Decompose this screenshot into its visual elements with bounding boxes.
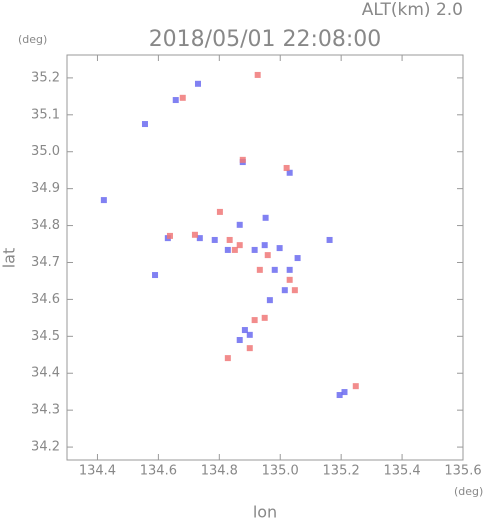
echo-point (224, 246, 231, 253)
echo-point (179, 94, 186, 101)
subtitle: ALT(km) 2.0 (362, 0, 463, 20)
echo-point (166, 232, 173, 239)
echo-point (326, 236, 333, 243)
echo-point (254, 71, 261, 78)
chart-title: 2018/05/01 22:08:00 (149, 27, 382, 52)
echo-point (246, 345, 253, 352)
echo-point (256, 266, 263, 273)
echo-point (264, 252, 271, 259)
echo-point (239, 156, 246, 163)
echo-point (216, 208, 223, 215)
echo-point (224, 355, 231, 362)
echo-point (276, 245, 283, 252)
y-tick-label: 34.8 (31, 218, 60, 233)
echo-point (266, 297, 273, 304)
x-tick-label: 135.0 (262, 464, 299, 479)
echo-point (191, 231, 198, 238)
y-tick-label: 35.0 (31, 144, 60, 159)
echo-point (241, 327, 248, 334)
echo-point (291, 287, 298, 294)
echo-point (286, 169, 293, 176)
echo-point (294, 255, 301, 262)
echo-point (261, 242, 268, 249)
x-tick-label: 135.4 (383, 464, 420, 479)
echo-point (262, 214, 269, 221)
y-tick-label: 34.9 (31, 181, 60, 196)
y-tick-label: 34.7 (31, 255, 60, 270)
echo-point (251, 317, 258, 324)
echo-point (236, 337, 243, 344)
echo-point (281, 287, 288, 294)
echo-point (286, 276, 293, 283)
echo-point (236, 242, 243, 249)
y-tick-label: 35.1 (31, 107, 60, 122)
plot-frame (66, 54, 464, 461)
echo-point (194, 80, 201, 87)
echo-point (352, 383, 359, 390)
echo-point (100, 197, 107, 204)
x-tick-label: 135.6 (444, 464, 481, 479)
y-tick-label: 34.5 (31, 329, 60, 344)
y-tick-label: 34.3 (31, 403, 60, 418)
echo-point (141, 121, 148, 128)
x-tick-label: 134.6 (140, 464, 177, 479)
echo-point (336, 392, 343, 399)
x-unit: (deg) (454, 485, 483, 498)
echo-point (196, 235, 203, 242)
y-tick-label: 35.2 (31, 70, 60, 85)
x-tick-label: 134.8 (201, 464, 238, 479)
y-axis-label: lat (0, 248, 19, 269)
y-tick-label: 34.6 (31, 292, 60, 307)
echo-point (246, 331, 253, 338)
echo-point (236, 221, 243, 228)
x-tick-label: 134.4 (79, 464, 116, 479)
y-tick-label: 34.4 (31, 366, 60, 381)
echo-point (211, 236, 218, 243)
x-axis-label: lon (253, 503, 277, 521)
y-tick-label: 34.2 (31, 440, 60, 455)
y-unit: (deg) (18, 33, 47, 46)
echo-point (251, 246, 258, 253)
echo-point (261, 314, 268, 321)
echo-point (172, 97, 179, 104)
echo-point (286, 266, 293, 273)
echo-point (231, 246, 238, 253)
echo-point (283, 164, 290, 171)
echo-point (152, 272, 159, 279)
x-tick-label: 135.2 (323, 464, 360, 479)
echo-point (341, 389, 348, 396)
echo-point (271, 266, 278, 273)
echo-point (226, 236, 233, 243)
